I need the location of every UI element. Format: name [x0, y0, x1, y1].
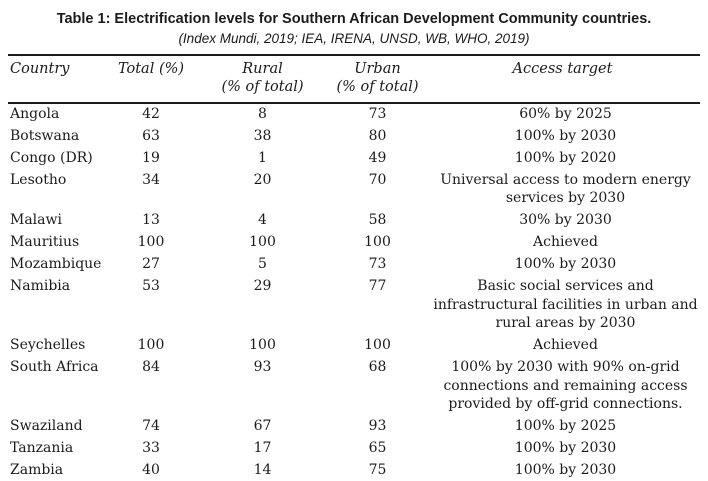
cell-total: 19	[142, 150, 160, 166]
cell-country: Mozambique	[10, 256, 102, 273]
cell-country: Tanzania	[10, 440, 74, 457]
cell-rural: 67	[253, 418, 272, 435]
column-header-label: Rural	[242, 61, 283, 78]
table-row: Malawi 13 4 58 30% by 2030	[8, 210, 700, 232]
cell-country: Seychelles	[10, 337, 86, 354]
cell-rural: 1	[258, 150, 267, 166]
cell-total: 100	[137, 234, 165, 251]
cell-urban: 65	[368, 440, 387, 457]
cell-target: Universal access to modern energy servic…	[440, 171, 691, 207]
cell-country: Mauritius	[10, 234, 80, 251]
cell-target: 100% by 2020	[514, 150, 617, 166]
cell-rural: 14	[253, 462, 272, 479]
cell-total: 53	[142, 278, 160, 295]
table-row: Mozambique 27 5 73 100% by 2030	[8, 254, 700, 276]
column-header-country: Country	[8, 55, 107, 104]
table-row: Congo (DR) 19 1 49 100% by 2020	[8, 148, 700, 170]
column-header-access-target: Access target	[425, 55, 700, 104]
cell-urban: 68	[368, 359, 387, 376]
cell-country: Angola	[10, 106, 60, 123]
table-row: Lesotho 34 20 70 Universal access to modern …	[8, 169, 700, 209]
cell-urban: 73	[368, 256, 387, 273]
cell-urban: 70	[368, 171, 387, 188]
table-row: Zambia 40 14 75 100% by 2030	[8, 460, 700, 481]
cell-total: 100	[137, 337, 165, 354]
cell-urban: 73	[368, 106, 387, 123]
cell-country: Zambia	[10, 462, 64, 479]
cell-urban: 58	[368, 212, 387, 229]
cell-target: 60% by 2025	[519, 106, 612, 123]
cell-target: 100% by 2030	[514, 462, 617, 479]
column-header-sublabel: (% of total)	[336, 79, 419, 96]
cell-target: Achieved	[533, 337, 598, 354]
table-title: Table 1: Electrification levels for Sout…	[56, 11, 652, 27]
column-header-urban: Urban (% of total)	[330, 55, 425, 104]
table-row: South Africa 84 93 68 100% by 2030 with 90% …	[8, 357, 700, 416]
cell-country: Malawi	[10, 212, 62, 229]
cell-target: Achieved	[533, 234, 598, 251]
cell-total: 42	[142, 106, 160, 123]
cell-rural: 4	[258, 212, 267, 229]
cell-country: Botswana	[10, 128, 80, 145]
cell-urban: 100	[364, 234, 391, 251]
cell-total: 13	[142, 212, 160, 229]
cell-country: South Africa	[10, 359, 99, 376]
cell-rural: 29	[253, 278, 272, 295]
cell-total: 33	[142, 440, 160, 457]
cell-urban: 93	[368, 418, 387, 435]
table-subtitle: (Index Mundi, 2019; IEA, IRENA, UNSD, WB…	[178, 31, 530, 47]
column-header-label: Country	[10, 61, 70, 78]
cell-urban: 77	[368, 278, 387, 295]
cell-urban: 75	[368, 462, 387, 479]
cell-rural: 17	[253, 440, 272, 457]
cell-rural: 8	[258, 106, 267, 123]
table-row: Botswana 63 38 80 100% by 2030	[8, 126, 700, 148]
cell-total: 34	[142, 171, 160, 188]
cell-total: 63	[142, 128, 160, 145]
cell-target: 100% by 2030	[514, 440, 617, 457]
cell-rural: 100	[249, 337, 276, 354]
column-header-total: Total (%)	[107, 55, 195, 104]
cell-country: Namibia	[10, 278, 71, 295]
cell-country: Congo (DR)	[10, 150, 93, 166]
cell-rural: 38	[253, 128, 272, 145]
table-row: Mauritius 100 100 100 Achieved	[8, 232, 700, 254]
cell-total: 40	[142, 462, 160, 479]
cell-target: 100% by 2030 with 90% on-grid connection…	[443, 359, 688, 413]
table-row: Seychelles 100 100 100 Achieved	[8, 335, 700, 357]
cell-rural: 20	[253, 171, 272, 188]
cell-total: 27	[142, 256, 160, 273]
column-header-sublabel: (% of total)	[221, 79, 304, 96]
column-header-label: Access target	[512, 61, 613, 78]
electrification-table: Country Total (%) Rural (% of total) Urb…	[8, 54, 700, 481]
cell-target: 100% by 2030	[514, 256, 617, 273]
cell-rural: 5	[258, 256, 267, 273]
cell-target: 100% by 2025	[514, 418, 617, 435]
table-row: Swaziland 74 67 93 100% by 2025	[8, 416, 700, 438]
table-body: Angola 42 8 73 60% by 2025 Botswana 63 38 80 100%…	[8, 103, 700, 481]
header-row: Country Total (%) Rural (% of total) Urb…	[8, 55, 700, 104]
cell-target: Basic social services and infrastructura…	[433, 278, 698, 332]
cell-rural: 93	[253, 359, 272, 376]
cell-target: 30% by 2030	[519, 212, 612, 229]
table-header: Country Total (%) Rural (% of total) Urb…	[8, 55, 700, 104]
cell-country: Lesotho	[10, 171, 67, 188]
column-header-label: Urban	[354, 61, 401, 78]
cell-urban: 100	[364, 337, 391, 354]
cell-total: 84	[142, 359, 160, 376]
cell-country: Swaziland	[10, 418, 83, 435]
column-header-rural: Rural (% of total)	[195, 55, 330, 104]
table-row: Tanzania 33 17 65 100% by 2030	[8, 438, 700, 460]
table-row: Namibia 53 29 77 Basic social services and i…	[8, 276, 700, 335]
cell-target: 100% by 2030	[514, 128, 617, 145]
cell-urban: 49	[368, 150, 387, 166]
column-header-label: Total (%)	[117, 61, 185, 78]
table-row: Angola 42 8 73 60% by 2025	[8, 103, 700, 126]
cell-total: 74	[142, 418, 160, 435]
cell-urban: 80	[368, 128, 387, 145]
cell-rural: 100	[249, 234, 276, 251]
